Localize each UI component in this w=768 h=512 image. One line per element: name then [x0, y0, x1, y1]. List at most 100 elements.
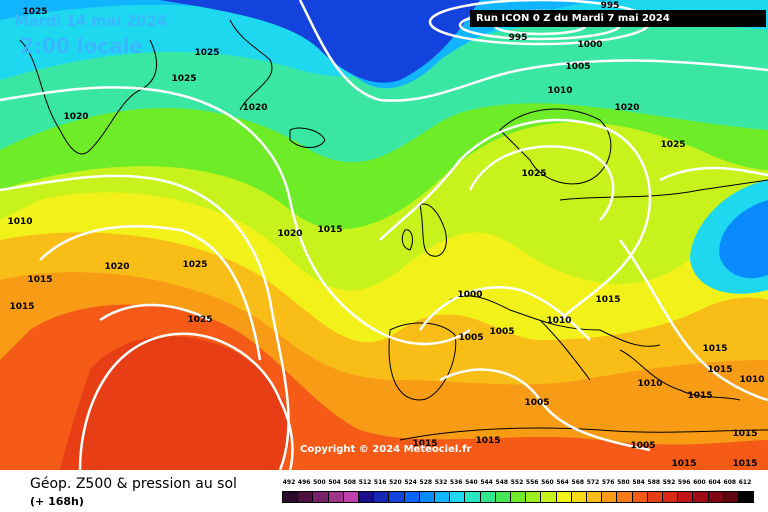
scale-label: 520: [389, 479, 402, 486]
scale-swatch: [403, 491, 420, 503]
scale-label: 524: [404, 479, 417, 486]
scale-label: 600: [693, 479, 706, 486]
scale-swatch: [312, 491, 329, 503]
scale-swatch: [570, 491, 587, 503]
color-scale-bar: [282, 491, 755, 503]
color-scale-labels: 492 496 500 504 508 512 516 520 524 528 532 536 540 5…: [282, 479, 752, 489]
isobar-label: 1015: [732, 429, 757, 439]
scale-swatch: [449, 491, 466, 503]
forecast-lead-time: (+ 168h): [30, 495, 84, 508]
scale-swatch: [722, 491, 739, 503]
isobar-label: 1000: [457, 290, 482, 300]
isobar-label: 1010: [547, 86, 572, 96]
scale-swatch: [646, 491, 663, 503]
scale-swatch: [388, 491, 405, 503]
isobars: [0, 0, 768, 470]
isobar-label: 1010: [546, 316, 571, 326]
scale-label: 552: [510, 479, 524, 486]
isobar-label: 1015: [9, 302, 34, 312]
isobar-label: 1010: [739, 375, 764, 385]
scale-label: 612: [738, 479, 752, 486]
isobar-label: 1025: [521, 169, 546, 179]
isobar-label: 1020: [104, 262, 129, 272]
geopotential-band-blue-east: [719, 200, 768, 279]
scale-label: 544: [480, 479, 493, 486]
scale-label: 584: [632, 479, 645, 486]
scale-label: 580: [617, 479, 630, 486]
scale-swatch: [707, 491, 724, 503]
isobar-labels: 1025 995 1000 1025 1025 995 1005 1020 1010 1020 10…: [7, 1, 764, 469]
isobar-label: 1025: [660, 140, 685, 150]
isobar-label: 1025: [182, 260, 207, 270]
isobar-label: 1020: [614, 103, 639, 113]
scale-swatch: [479, 491, 496, 503]
scale-swatch: [358, 491, 375, 503]
scale-swatch: [555, 491, 572, 503]
scale-swatch: [373, 491, 390, 503]
isobar-label: 1025: [187, 315, 212, 325]
scale-swatch: [616, 491, 633, 503]
isobar-label: 1025: [194, 48, 219, 58]
scale-swatch: [327, 491, 344, 503]
isobar-label: 1020: [242, 103, 267, 113]
isobar-label: 1005: [489, 327, 514, 337]
isobar-label: 1015: [702, 344, 727, 354]
isobar-label: 1015: [671, 459, 696, 469]
scale-label: 592: [662, 479, 676, 486]
isobar-label: 1000: [577, 40, 602, 50]
scale-swatch: [662, 491, 679, 503]
legend-footer: Géop. Z500 & pression au sol (+ 168h) 49…: [0, 470, 768, 512]
scale-label: 508: [343, 479, 357, 486]
scale-label: 504: [328, 479, 341, 486]
isobar-label: 1020: [63, 112, 88, 122]
scale-label: 572: [586, 479, 600, 486]
scale-swatch: [297, 491, 314, 503]
scale-swatch: [677, 491, 694, 503]
scale-label: 604: [708, 479, 721, 486]
scale-label: 608: [723, 479, 737, 486]
scale-swatch: [525, 491, 542, 503]
scale-label: 528: [419, 479, 433, 486]
scale-label: 596: [677, 479, 691, 486]
isobar-label: 1015: [27, 275, 52, 285]
scale-label: 512: [358, 479, 372, 486]
scale-swatch: [282, 491, 299, 503]
coastlines: [19, 19, 768, 441]
scale-swatch: [631, 491, 648, 503]
scale-swatch: [418, 491, 435, 503]
scale-swatch: [494, 491, 511, 503]
isobar-label: 1025: [22, 7, 47, 17]
isobar-label: 1015: [707, 365, 732, 375]
pressure-map: 1025 995 1000 1025 1025 995 1005 1020 1010 1020 10…: [0, 0, 768, 470]
scale-label: 564: [556, 479, 569, 486]
scale-swatch: [540, 491, 557, 503]
scale-label: 500: [313, 479, 326, 486]
isobar-label: 995: [601, 1, 620, 11]
isobar-label: 1015: [317, 225, 342, 235]
scale-swatch: [601, 491, 618, 503]
scale-label: 540: [465, 479, 478, 486]
isobar-label: 1010: [637, 379, 662, 389]
scale-label: 548: [495, 479, 509, 486]
scale-swatch: [434, 491, 451, 503]
geopotential-band-blue-north: [0, 0, 620, 89]
scale-label: 560: [541, 479, 554, 486]
isobar-label: 1005: [565, 62, 590, 72]
scale-label: 588: [647, 479, 661, 486]
isobar-label: 1015: [687, 391, 712, 401]
scale-label: 496: [297, 479, 311, 486]
chart-title: Géop. Z500 & pression au sol: [30, 476, 237, 492]
isobar-label: 1010: [7, 217, 32, 227]
scale-label: 532: [434, 479, 448, 486]
geopotential-band-red: [60, 336, 291, 470]
isobar-label: 1005: [458, 333, 483, 343]
scale-swatch: [586, 491, 603, 503]
isobar-label: 1015: [732, 459, 757, 469]
scale-label: 568: [571, 479, 585, 486]
scale-label: 576: [601, 479, 615, 486]
isobar-label: 1025: [171, 74, 196, 84]
scale-label: 516: [373, 479, 387, 486]
isobar-label: 1020: [277, 229, 302, 239]
scale-label: 536: [449, 479, 463, 486]
